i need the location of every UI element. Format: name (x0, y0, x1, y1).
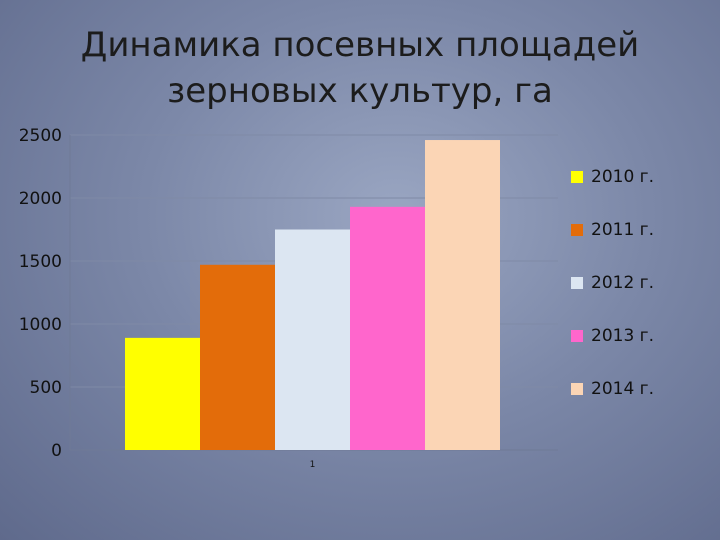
legend-swatch-2012 (571, 277, 583, 289)
legend-label-2010: 2010 г. (591, 167, 654, 187)
legend-label-2011: 2011 г. (591, 220, 654, 240)
y-tick-label-1: 500 (30, 378, 62, 398)
legend-swatch-2010 (571, 171, 583, 183)
y-tick-label-3: 1500 (19, 252, 62, 272)
y-tick-label-5: 2500 (19, 126, 62, 146)
bars (125, 140, 500, 451)
bar-2014 (425, 140, 500, 451)
bar-2013 (350, 206, 425, 450)
legend-label-2014: 2014 г. (591, 379, 654, 399)
x-category-label: 1 (310, 460, 316, 470)
bar-2012 (275, 229, 350, 450)
chart-title-line-1: Динамика посевных площадей (80, 25, 640, 65)
chart-title: Динамика посевных площадей зерновых куль… (60, 22, 660, 114)
bar-2011 (200, 264, 275, 450)
y-tick-label-2: 1000 (19, 315, 62, 335)
legend: 2010 г. 2011 г. 2012 г. 2013 г. 2014 г. (571, 167, 654, 399)
bar-2010 (125, 337, 200, 450)
y-tick-label-4: 2000 (19, 189, 62, 209)
y-tick-label-0: 0 (51, 441, 62, 461)
chart-title-line-2: зерновых культур, га (167, 71, 553, 111)
legend-label-2013: 2013 г. (591, 326, 654, 346)
legend-swatch-2014 (571, 383, 583, 395)
legend-swatch-2013 (571, 330, 583, 342)
legend-label-2012: 2012 г. (591, 273, 654, 293)
legend-swatch-2011 (571, 224, 583, 236)
